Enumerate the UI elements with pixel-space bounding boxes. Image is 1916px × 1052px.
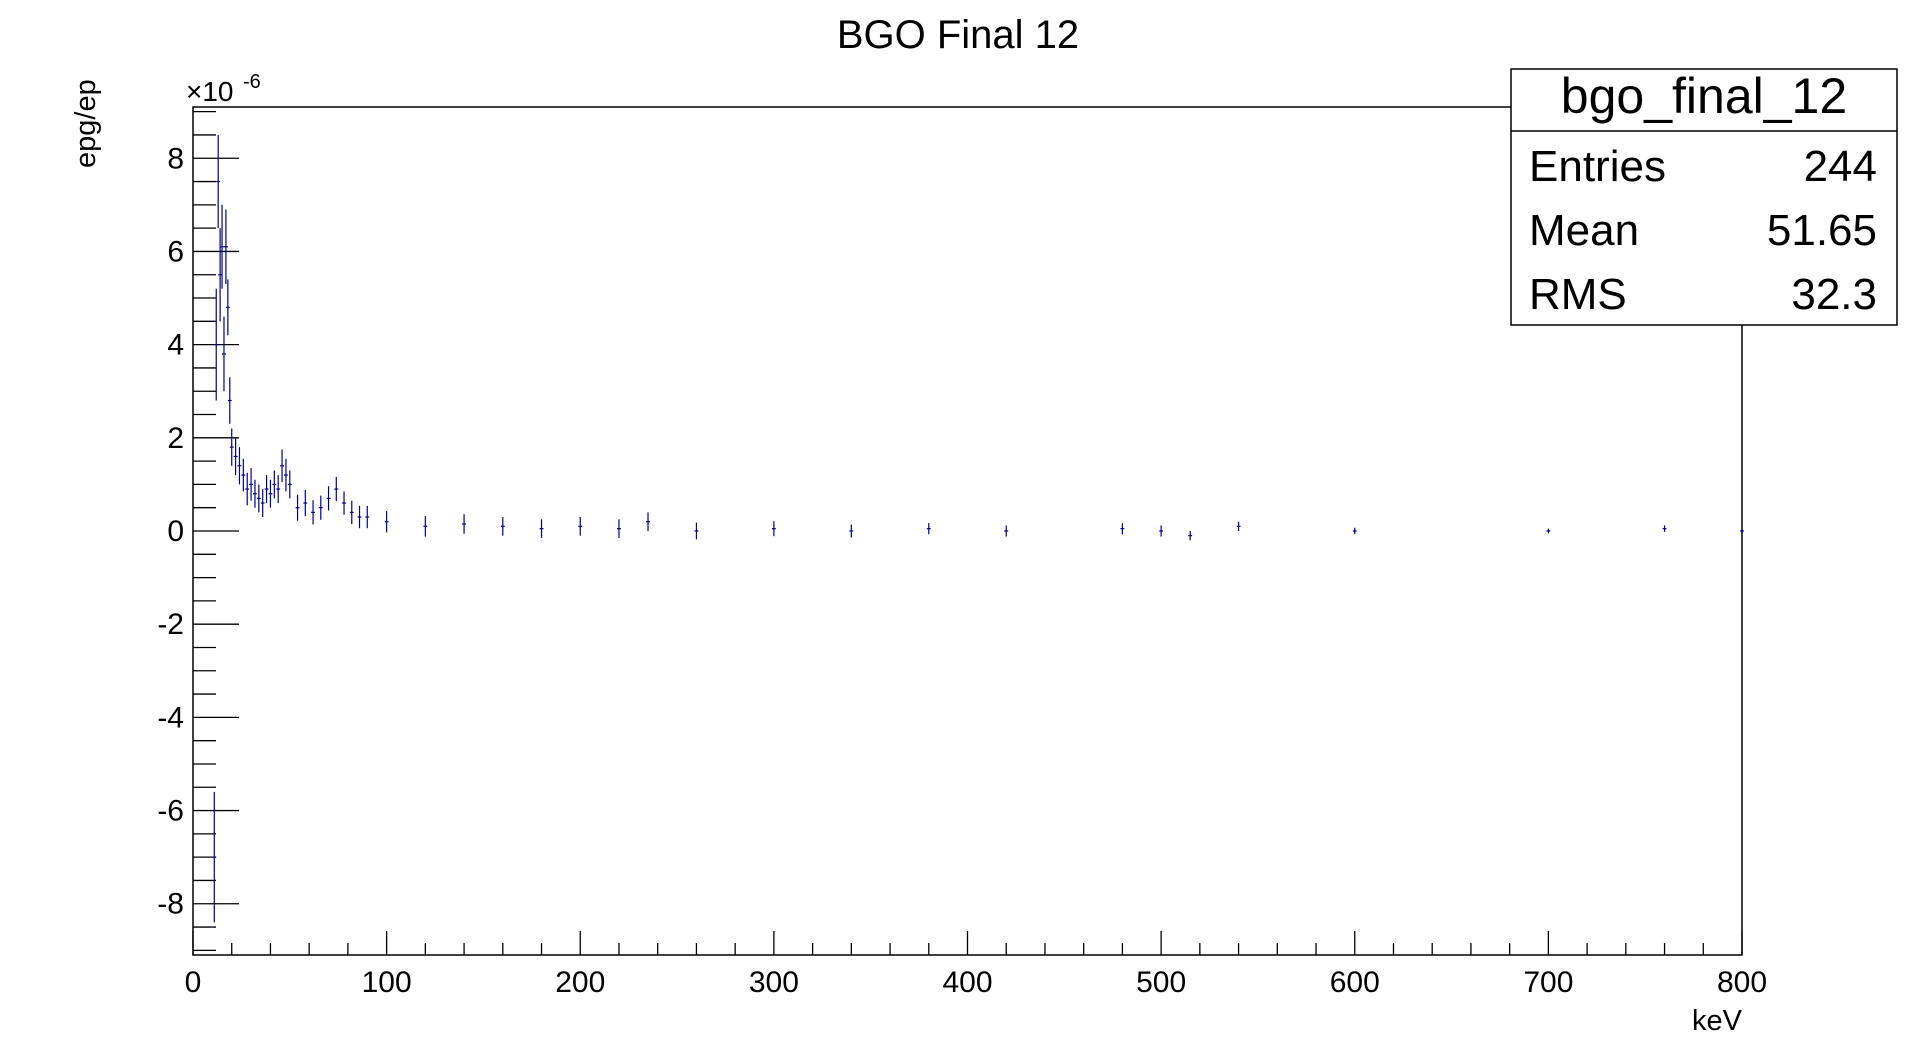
y-tick-label: -2 bbox=[157, 608, 184, 641]
histogram-bin bbox=[926, 523, 931, 535]
x-tick-label: 800 bbox=[1717, 966, 1767, 999]
histogram-bin bbox=[326, 486, 331, 511]
histogram-bin bbox=[276, 475, 281, 504]
histogram-bins bbox=[212, 134, 1744, 923]
histogram-bin bbox=[287, 470, 292, 499]
y-tick-label: -8 bbox=[157, 888, 184, 921]
histogram-bin bbox=[253, 479, 257, 508]
histogram-bin bbox=[1120, 523, 1125, 535]
histogram-bin bbox=[1188, 531, 1193, 541]
histogram-bin bbox=[216, 134, 221, 229]
y-axis-label: epg/ep bbox=[70, 79, 102, 168]
histogram-bin bbox=[229, 428, 234, 466]
histogram-bin bbox=[617, 519, 621, 538]
histogram-bin bbox=[1004, 525, 1009, 537]
y-tick-label: 4 bbox=[167, 329, 184, 362]
stats-label-entries: Entries bbox=[1529, 142, 1666, 191]
histogram-bin bbox=[1236, 521, 1241, 531]
stats-box-name: bgo_final_12 bbox=[1561, 68, 1847, 124]
histogram-bin bbox=[423, 516, 428, 537]
y-tick-label: 2 bbox=[167, 422, 184, 455]
stats-box: bgo_final_12 Entries 244 Mean 51.65 RMS … bbox=[1510, 68, 1898, 326]
histogram-bin bbox=[1740, 528, 1744, 534]
histogram-bin bbox=[214, 288, 219, 401]
y-exponent-multiplier: ×10 bbox=[186, 76, 234, 107]
histogram-bin bbox=[223, 209, 228, 285]
histogram-bin bbox=[1662, 525, 1667, 532]
histogram-bin bbox=[539, 519, 544, 538]
histogram-bin bbox=[357, 505, 362, 529]
histogram-bin bbox=[218, 228, 223, 322]
histogram-bin bbox=[1546, 528, 1551, 534]
histogram-bin bbox=[384, 510, 389, 533]
histogram-bin bbox=[256, 484, 261, 513]
y-tick-label: -6 bbox=[157, 795, 184, 828]
chart-title: BGO Final 12 bbox=[837, 13, 1079, 57]
y-tick-label: 0 bbox=[167, 515, 184, 548]
histogram-bin bbox=[462, 514, 467, 534]
histogram-bin bbox=[500, 517, 505, 536]
histogram-bin bbox=[268, 479, 273, 508]
x-tick-label: 300 bbox=[749, 966, 799, 999]
histogram-bin bbox=[241, 458, 246, 492]
histogram-bin bbox=[646, 512, 650, 531]
histogram-bin bbox=[311, 500, 315, 525]
x-tick-label: 700 bbox=[1523, 966, 1573, 999]
histogram-bin bbox=[245, 472, 250, 506]
histogram-bin bbox=[342, 491, 346, 515]
histogram-bin bbox=[295, 494, 300, 521]
histogram-bin bbox=[212, 791, 217, 923]
x-tick-label: 100 bbox=[362, 966, 412, 999]
x-tick-label: 500 bbox=[1136, 966, 1186, 999]
axis-ticks: 0 100 200 300 400 500 600 700 800 -8 -6 -4 -2 0 2 4 6 8 bbox=[157, 111, 1767, 999]
histogram-bin bbox=[272, 470, 277, 499]
stats-value-entries: 244 bbox=[1804, 142, 1877, 191]
histogram-bin bbox=[303, 489, 308, 517]
x-tick-label: 600 bbox=[1330, 966, 1380, 999]
histogram-bin bbox=[280, 449, 285, 483]
histogram-bin bbox=[1352, 527, 1357, 535]
histogram-bin bbox=[222, 316, 226, 392]
histogram-bin bbox=[318, 495, 323, 520]
histogram-bin bbox=[237, 447, 242, 485]
stats-label-mean: Mean bbox=[1529, 206, 1639, 255]
y-tick-label: -4 bbox=[157, 701, 184, 734]
x-tick-label: 200 bbox=[555, 966, 605, 999]
histogram-bin bbox=[849, 524, 854, 538]
histogram-bin bbox=[334, 476, 339, 502]
histogram-bin bbox=[1159, 525, 1164, 537]
x-tick-label: 400 bbox=[942, 966, 992, 999]
histogram-bin bbox=[578, 517, 583, 536]
histogram-bin bbox=[225, 279, 230, 336]
histogram-bin bbox=[260, 489, 265, 518]
histogram-bin bbox=[365, 505, 370, 529]
y-tick-label: 6 bbox=[167, 235, 184, 268]
stats-value-rms: 32.3 bbox=[1791, 270, 1877, 319]
histogram-bin bbox=[284, 458, 288, 492]
stats-value-mean: 51.65 bbox=[1767, 206, 1877, 255]
histogram-bin bbox=[349, 500, 354, 525]
stats-label-rms: RMS bbox=[1529, 270, 1627, 319]
x-tick-label: 0 bbox=[185, 966, 202, 999]
histogram-bin bbox=[249, 468, 254, 501]
x-axis-label: keV bbox=[1692, 1005, 1743, 1037]
histogram-bin bbox=[220, 204, 224, 289]
histogram-bin bbox=[264, 475, 269, 504]
histogram-bin bbox=[233, 437, 238, 476]
histogram-bin bbox=[227, 377, 232, 424]
y-exponent-value: -6 bbox=[243, 71, 261, 93]
histogram-bin bbox=[694, 522, 699, 540]
y-tick-label: 8 bbox=[167, 142, 184, 175]
histogram-bin bbox=[771, 521, 776, 537]
